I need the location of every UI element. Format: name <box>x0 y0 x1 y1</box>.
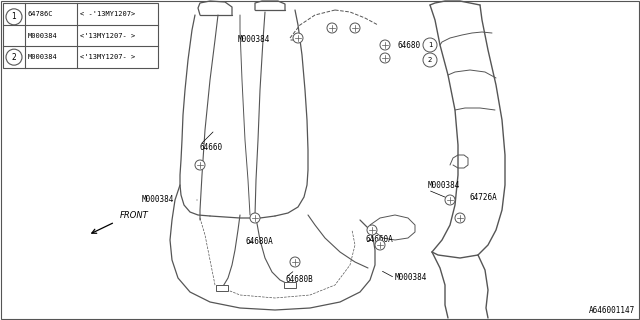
Text: M000384: M000384 <box>238 36 270 44</box>
Circle shape <box>290 257 300 267</box>
Circle shape <box>375 240 385 250</box>
Text: 64660: 64660 <box>200 143 223 153</box>
Text: M000384: M000384 <box>395 274 428 283</box>
Circle shape <box>6 49 22 65</box>
Text: <'13MY1207- >: <'13MY1207- > <box>80 54 135 60</box>
Circle shape <box>6 9 22 25</box>
Text: M000384: M000384 <box>142 196 174 204</box>
Circle shape <box>350 23 360 33</box>
Circle shape <box>455 213 465 223</box>
Circle shape <box>380 53 390 63</box>
Text: < -'13MY1207>: < -'13MY1207> <box>80 11 135 17</box>
Text: A646001147: A646001147 <box>589 306 635 315</box>
Text: 64786C: 64786C <box>28 11 54 17</box>
Circle shape <box>195 160 205 170</box>
Bar <box>216 285 228 291</box>
Text: 2: 2 <box>12 53 17 62</box>
Circle shape <box>293 33 303 43</box>
Text: 64660A: 64660A <box>365 236 393 244</box>
Text: 2: 2 <box>428 57 432 63</box>
Circle shape <box>423 53 437 67</box>
Text: FRONT: FRONT <box>120 211 148 220</box>
Text: 64680B: 64680B <box>285 276 313 284</box>
Circle shape <box>423 38 437 52</box>
Text: 64680: 64680 <box>398 41 421 50</box>
Text: 64726A: 64726A <box>470 194 498 203</box>
Text: 64680A: 64680A <box>245 237 273 246</box>
Circle shape <box>367 225 377 235</box>
Bar <box>3 3 158 68</box>
Text: M000384: M000384 <box>28 54 58 60</box>
Bar <box>284 282 296 288</box>
Text: 1: 1 <box>12 12 17 21</box>
Circle shape <box>380 40 390 50</box>
Circle shape <box>445 195 455 205</box>
Circle shape <box>327 23 337 33</box>
Text: M000384: M000384 <box>428 180 460 189</box>
Text: <'13MY1207- >: <'13MY1207- > <box>80 33 135 38</box>
Text: 1: 1 <box>428 42 432 48</box>
Circle shape <box>250 213 260 223</box>
Text: M000384: M000384 <box>28 33 58 38</box>
